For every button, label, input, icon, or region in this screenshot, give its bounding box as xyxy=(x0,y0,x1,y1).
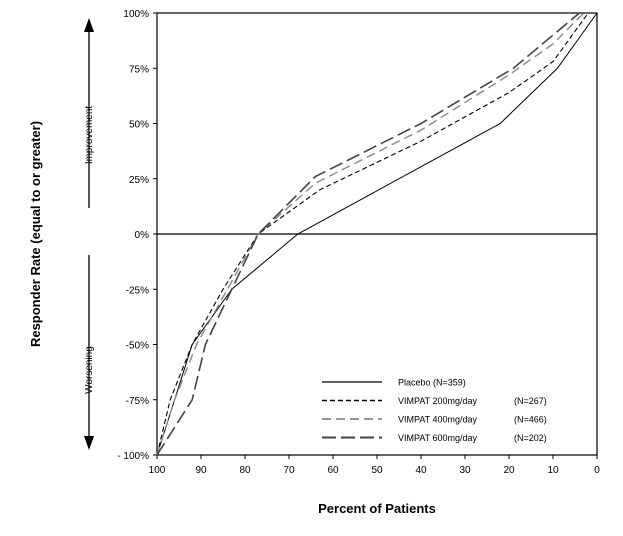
legend-label-2: VIMPAT 400mg/day xyxy=(398,415,478,425)
x-tick-label: 60 xyxy=(327,465,339,476)
y-tick-label: 50% xyxy=(129,120,149,131)
legend-label-3: VIMPAT 600mg/day xyxy=(398,433,478,443)
x-tick-label: 90 xyxy=(195,465,207,476)
arrow-down-icon xyxy=(84,436,94,450)
y-tick-label: 100% xyxy=(123,9,149,20)
series-line-2 xyxy=(156,12,585,456)
x-tick-label: 80 xyxy=(239,465,251,476)
series-line-3 xyxy=(156,12,580,456)
y-tick-label: -25% xyxy=(126,285,149,296)
y-tick-label: 0% xyxy=(135,230,150,241)
x-tick-label: 100 xyxy=(149,465,166,476)
x-tick-label: 20 xyxy=(503,465,515,476)
series-line-1 xyxy=(156,12,589,456)
x-tick-label: 50 xyxy=(371,465,383,476)
legend-label-1: VIMPAT 200mg/day xyxy=(398,396,478,406)
x-tick-label: 40 xyxy=(415,465,427,476)
arrow-up-icon xyxy=(84,18,94,32)
x-tick-label: 10 xyxy=(547,465,559,476)
legend-n-2: (N=466) xyxy=(514,415,547,425)
y-tick-label: -75% xyxy=(126,396,149,407)
x-tick-label: 70 xyxy=(283,465,295,476)
legend-n-3: (N=202) xyxy=(514,433,547,443)
x-tick-label: 0 xyxy=(594,465,600,476)
legend-label-0: Placebo (N=359) xyxy=(398,378,466,388)
y-tick-label: 75% xyxy=(129,64,149,75)
x-tick-label: 30 xyxy=(459,465,471,476)
y-axis-label: Responder Rate (equal to or greater) xyxy=(28,121,43,347)
x-axis-label: Percent of Patients xyxy=(318,501,436,516)
y-tick-label: -50% xyxy=(126,341,149,352)
y-tick-label: 25% xyxy=(129,175,149,186)
y-tick-label: - 100% xyxy=(117,451,149,462)
legend-n-1: (N=267) xyxy=(514,396,547,406)
